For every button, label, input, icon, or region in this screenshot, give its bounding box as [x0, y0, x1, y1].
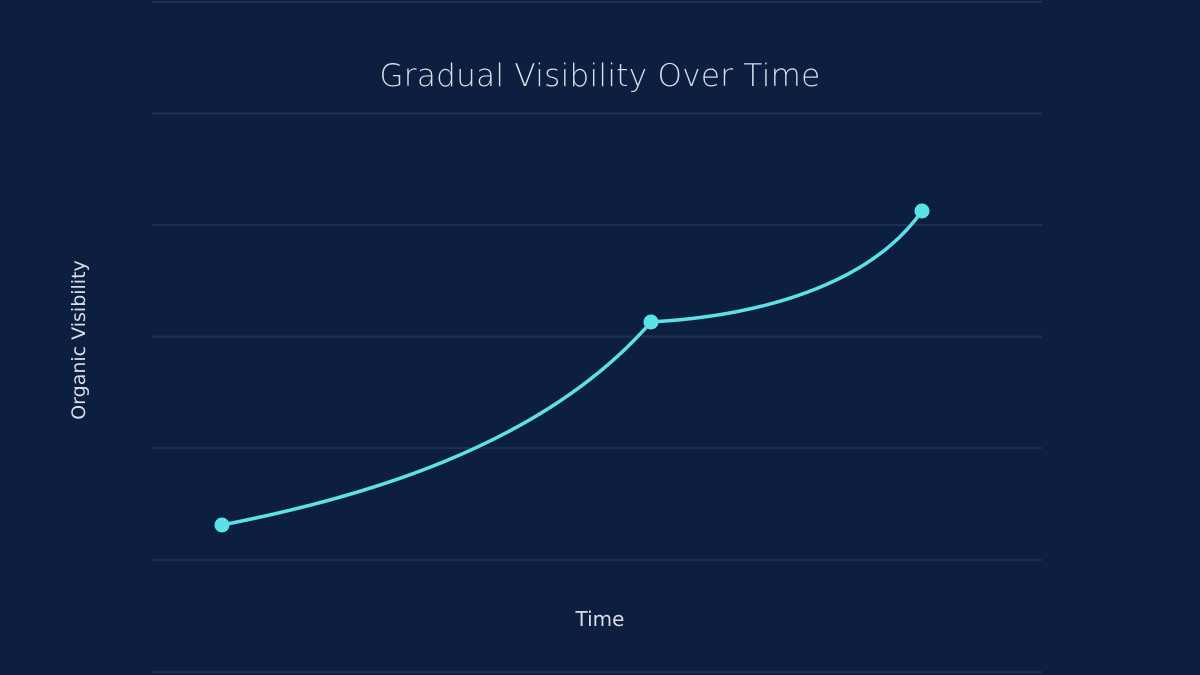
- y-axis-label: Organic Visibility: [68, 260, 90, 420]
- chart-title: Gradual Visibility Over Time: [379, 58, 821, 94]
- data-point-marker: [914, 203, 930, 219]
- data-point-marker: [643, 314, 659, 330]
- series-line: [220, 209, 924, 527]
- data-point-marker: [214, 517, 230, 533]
- x-axis-label: Time: [575, 607, 625, 631]
